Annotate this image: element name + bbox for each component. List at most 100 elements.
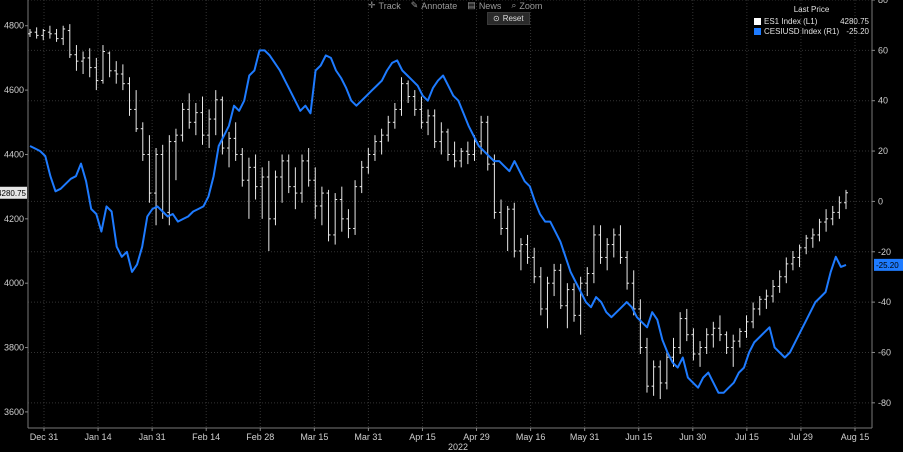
ohlc-bar: [518, 238, 523, 271]
ohlc-bar: [200, 96, 205, 145]
ohlc-bar: [724, 331, 729, 354]
ohlc-bar: [147, 135, 152, 203]
ohlc-bar: [253, 154, 258, 200]
ohlc-bar: [830, 205, 835, 226]
x-tick-label: Feb 28: [246, 432, 274, 442]
ohlc-bar: [47, 25, 52, 39]
legend-item-cesiusd[interactable]: CESIUSD Index (R1) -25.20: [754, 26, 869, 36]
ohlc-bar: [313, 167, 318, 219]
x-tick-label: Jun 30: [679, 432, 706, 442]
ohlc-bar: [492, 154, 497, 219]
ohlc-bar: [744, 315, 749, 338]
ohlc-bar: [339, 186, 344, 232]
ohlc-bar: [764, 289, 769, 309]
x-tick-label: Apr 29: [463, 432, 490, 442]
ohlc-bar: [485, 115, 490, 171]
ohlc-bar: [366, 148, 371, 174]
ohlc-bar: [465, 141, 470, 165]
ohlc-bar: [67, 24, 72, 58]
x-tick-label: Jul 29: [789, 432, 813, 442]
ohlc-bar: [810, 228, 815, 248]
zoom-button[interactable]: ⌕ Zoom: [511, 0, 542, 11]
ohlc-bar: [114, 61, 119, 84]
right-tick-label: 20: [878, 146, 888, 156]
ohlc-bar: [572, 283, 576, 322]
ohlc-bar: [432, 109, 437, 149]
ohlc-bar: [751, 302, 756, 329]
left-last-value-box: [0, 186, 27, 199]
ohlc-bar: [777, 270, 782, 293]
ohlc-bar: [100, 45, 105, 84]
x-tick-label: Aug 15: [841, 432, 870, 442]
annotate-button[interactable]: ✎ Annotate: [411, 0, 458, 11]
ohlc-bar: [127, 77, 132, 116]
ohlc-bar: [359, 160, 364, 194]
ohlc-bar: [837, 196, 842, 219]
ohlc-bar: [286, 154, 291, 194]
ohlc-bar: [319, 186, 324, 226]
ohlc-bar: [452, 141, 457, 168]
reset-icon: ⊙: [493, 14, 500, 23]
ohlc-bar: [525, 234, 530, 264]
ohlc-bar: [81, 51, 86, 75]
ohlc-bar: [678, 312, 683, 354]
ohlc-bar: [233, 122, 238, 161]
left-tick-label: 3800: [4, 343, 24, 353]
ohlc-bar: [379, 128, 384, 155]
legend-swatch: [754, 17, 761, 25]
reset-button[interactable]: ⊙ Reset: [487, 12, 530, 25]
legend-item-es1[interactable]: ES1 Index (L1) 4280.75: [754, 16, 869, 26]
zoom-icon: ⌕: [511, 0, 517, 10]
ohlc-bar: [406, 80, 411, 103]
ohlc-bar: [618, 225, 623, 264]
ohlc-bar: [167, 135, 172, 226]
ohlc-bar: [280, 154, 285, 203]
ohlc-bar: [605, 238, 610, 271]
ohlc-bar: [213, 90, 218, 136]
right-tick-label: 40: [878, 96, 888, 106]
left-tick-label: 3600: [4, 407, 24, 417]
ohlc-bar: [591, 225, 596, 284]
legend: Last Price ES1 Index (L1) 4280.75 CESIUS…: [754, 5, 869, 36]
ohlc-bar: [260, 167, 265, 219]
ohlc-bar: [731, 334, 736, 367]
legend-series-value: 4280.75: [840, 16, 869, 26]
left-tick-label: 4600: [4, 85, 24, 95]
ohlc-bar: [538, 267, 543, 316]
ohlc-bar: [737, 328, 742, 348]
x-tick-label: Jan 14: [85, 432, 112, 442]
ohlc-bar: [392, 102, 397, 129]
news-label: News: [478, 0, 502, 11]
ohlc-bar: [499, 199, 504, 235]
x-tick-label: Jun 15: [625, 432, 652, 442]
right-tick-label: -40: [878, 297, 891, 307]
ohlc-bar: [625, 251, 630, 290]
ohlc-bar: [372, 135, 377, 161]
left-tick-label: 4400: [4, 149, 24, 159]
ohlc-bar: [87, 48, 92, 78]
crosshair-icon: ✛: [368, 0, 376, 10]
ohlc-bar: [426, 109, 431, 136]
ohlc-bar: [585, 267, 590, 297]
cesiusd-line: [29, 49, 847, 394]
chart-toolbar: ✛ Track ✎ Annotate ▤ News ⌕ Zoom: [368, 0, 542, 11]
ohlc-bar: [300, 154, 304, 203]
ohlc-bar: [804, 234, 809, 255]
ohlc-bar: [558, 263, 563, 309]
track-button[interactable]: ✛ Track: [368, 0, 401, 11]
ohlc-bar: [545, 276, 550, 329]
ohlc-bar: [771, 279, 776, 303]
ohlc-bar: [346, 209, 351, 239]
ohlc-bar: [333, 193, 338, 245]
news-button[interactable]: ▤ News: [467, 0, 501, 11]
ohlc-bar: [844, 189, 848, 210]
ohlc-bar: [611, 228, 616, 258]
ohlc-bar: [207, 109, 212, 149]
ohlc-bar: [717, 315, 722, 342]
track-label: Track: [378, 0, 401, 11]
annotate-label: Annotate: [421, 0, 458, 11]
ohlc-bar: [54, 28, 59, 42]
ohlc-bar: [505, 205, 510, 252]
ohlc-bar: [187, 93, 192, 129]
ohlc-bar: [173, 128, 178, 181]
